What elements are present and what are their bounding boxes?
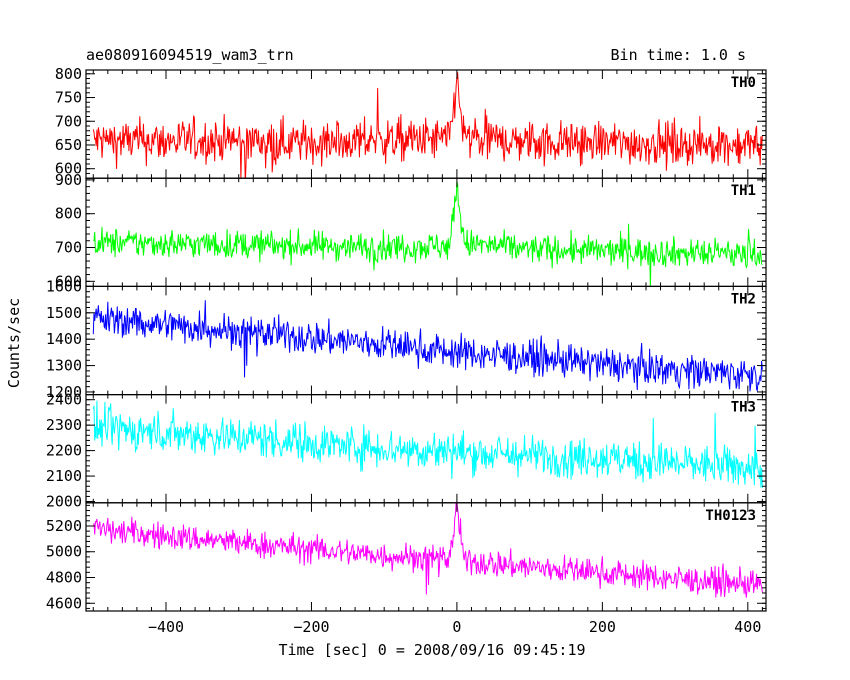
y-tick-label: 1500	[46, 304, 82, 322]
y-tick-label: 5000	[46, 543, 82, 561]
y-tick-label: 2400	[46, 391, 82, 409]
panel-th2: 1200 1300 1400 1500 1600 TH2	[46, 277, 767, 401]
y-tick-label: 600	[55, 272, 82, 290]
y-tick-label: 600	[55, 160, 82, 178]
x-tick-label: 200	[589, 618, 616, 636]
series-line-th3	[92, 400, 763, 488]
y-tick-label: 2100	[46, 467, 82, 485]
panel-th1: 600 700 800 900 TH1	[55, 171, 767, 290]
x-tick-label: −400	[148, 618, 184, 636]
y-tick-label: 700	[55, 239, 82, 257]
x-tick-label: 0	[452, 618, 461, 636]
panel-th3: 2000 2100 2200 2300 2400 TH3	[46, 391, 767, 511]
x-axis-title: Time [sec] 0 = 2008/09/16 09:45:19	[278, 641, 585, 659]
x-tick-label: −200	[293, 618, 329, 636]
y-tick-label: 1200	[46, 383, 82, 401]
y-tick-label: 700	[55, 112, 82, 130]
bin-time-label: Bin time: 1.0 s	[611, 46, 746, 64]
y-axis-title: Counts/sec	[5, 298, 23, 388]
panel-th0123: 4600 4800 5000 5200 TH0123	[46, 502, 767, 612]
panel-th0: 600 650 700 750 800 TH0	[55, 65, 767, 179]
panel-name-label-th0: TH0	[731, 75, 756, 91]
y-tick-label: 2000	[46, 493, 82, 511]
y-tick-label: 1600	[46, 277, 82, 295]
y-tick-label: 900	[55, 171, 82, 189]
panel-frame	[85, 285, 767, 396]
y-tick-label: 1300	[46, 357, 82, 375]
series-line-th1	[93, 181, 763, 287]
panel-frame	[85, 177, 767, 287]
panel-name-label-th3: TH3	[731, 400, 756, 416]
y-tick-label: 2200	[46, 442, 82, 460]
x-tick-label: 400	[734, 618, 761, 636]
y-tick-label: 750	[55, 89, 82, 107]
series-line-th0	[92, 72, 763, 179]
y-tick-label: 800	[55, 205, 82, 223]
panel-stack: 600 650 700 750 800 TH0 600 700 800 900 TH1 1200 130…	[46, 65, 767, 612]
y-tick-label: 2300	[46, 416, 82, 434]
y-tick-label: 4600	[46, 594, 82, 612]
y-tick-label: 4800	[46, 569, 82, 587]
source-name-title: ae080916094519_wam3_trn	[86, 46, 294, 64]
y-tick-label: 5200	[46, 517, 82, 535]
panel-name-label-th0123: TH0123	[705, 508, 756, 524]
series-line-th0123	[92, 502, 763, 598]
y-tick-label: 800	[55, 65, 82, 83]
y-tick-label: 650	[55, 136, 82, 154]
y-tick-label: 1400	[46, 330, 82, 348]
time-axis: −400 −200 0 200 400	[148, 618, 761, 636]
series-line-th2	[92, 300, 763, 393]
panel-name-label-th1: TH1	[731, 183, 756, 199]
panel-name-label-th2: TH2	[731, 291, 756, 307]
